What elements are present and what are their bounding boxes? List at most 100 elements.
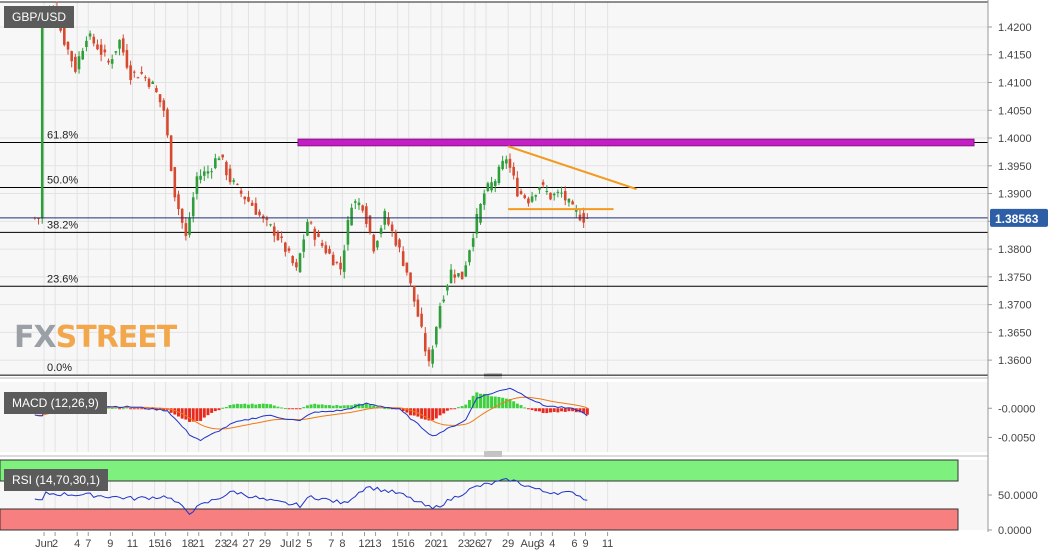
- macd-histogram-bar: [199, 408, 203, 421]
- candle-body: [306, 221, 309, 236]
- macd-histogram-bar: [556, 408, 560, 413]
- candle-body: [324, 245, 328, 254]
- candle-body: [228, 168, 232, 183]
- macd-histogram-bar: [294, 408, 298, 410]
- candle-body: [236, 183, 239, 185]
- candle-body: [438, 306, 442, 328]
- x-tick-label: 9: [582, 538, 588, 550]
- macd-histogram-bar: [239, 404, 243, 409]
- macd-histogram-bar: [280, 407, 284, 409]
- macd-histogram-bar: [578, 408, 582, 413]
- x-tick-label: 12: [358, 538, 370, 550]
- macd-histogram-bar: [324, 405, 328, 409]
- macd-histogram-bar: [173, 408, 177, 415]
- candle-body: [258, 211, 261, 216]
- candle-body: [206, 171, 210, 174]
- y-tick-label: 1.3750: [998, 272, 1032, 284]
- macd-histogram-bar: [140, 408, 144, 410]
- y-tick-label: 1.3950: [998, 161, 1032, 173]
- macd-histogram-bar: [169, 408, 173, 413]
- candle-body: [225, 161, 228, 176]
- x-tick-label: 16: [403, 538, 415, 550]
- x-tick-label: 5: [306, 538, 312, 550]
- macd-histogram-bar: [243, 403, 247, 409]
- candle-body: [427, 349, 431, 362]
- macd-histogram-bar: [125, 407, 129, 409]
- macd-histogram-bar: [420, 408, 424, 419]
- candle-body: [468, 250, 471, 263]
- candle-body: [295, 262, 298, 268]
- candle-body: [442, 299, 445, 302]
- macd-histogram-bar: [416, 408, 420, 417]
- candle-body: [136, 77, 140, 79]
- rsi-oversold-zone: [0, 508, 959, 531]
- macd-histogram-bar: [368, 404, 372, 409]
- candle-body: [250, 202, 254, 206]
- macd-histogram-bar: [118, 408, 122, 410]
- macd-histogram-bar: [195, 408, 199, 421]
- candle-body: [199, 175, 202, 180]
- macd-histogram-bar: [479, 393, 482, 409]
- macd-histogram-bar: [383, 408, 387, 410]
- macd-histogram-bar: [482, 393, 486, 409]
- macd-histogram-bar: [302, 407, 306, 409]
- x-tick-label: 20: [425, 538, 437, 550]
- candle-body: [129, 65, 132, 80]
- candle-body: [217, 158, 221, 161]
- macd-histogram-bar: [328, 405, 331, 409]
- macd-histogram-bar: [453, 408, 457, 410]
- candle-body: [398, 239, 401, 248]
- candle-body: [416, 299, 420, 317]
- macd-histogram-bar: [449, 408, 453, 410]
- candle-body: [169, 135, 173, 171]
- macd-histogram-bar: [508, 398, 512, 409]
- macd-histogram-bar: [232, 404, 236, 409]
- macd-histogram-bar: [427, 408, 431, 421]
- macd-tick-label: -0.0000: [998, 403, 1035, 415]
- macd-label: MACD (12,26,9): [4, 392, 107, 414]
- candle-body: [232, 180, 236, 182]
- candle-body: [387, 217, 390, 225]
- macd-histogram-bar: [549, 408, 552, 413]
- candle-body: [166, 109, 169, 136]
- x-tick-label: 3: [538, 538, 544, 550]
- macd-histogram-bar: [258, 404, 261, 409]
- macd-histogram-bar: [386, 408, 390, 410]
- y-tick-label: 1.4200: [998, 22, 1032, 34]
- candle-body: [376, 240, 379, 248]
- x-tick-label: Aug: [520, 538, 540, 550]
- candle-body: [70, 51, 73, 62]
- macd-histogram-bar: [250, 403, 254, 409]
- macd-histogram-bar: [162, 408, 166, 411]
- fxstreet-logo: FXSTREET: [14, 320, 177, 355]
- macd-histogram-bar: [309, 404, 313, 409]
- macd-histogram-bar: [475, 392, 479, 409]
- candle-body: [265, 218, 269, 220]
- candle-body: [501, 160, 504, 170]
- triangle-upper-line: [507, 145, 637, 191]
- macd-histogram-bar: [361, 404, 365, 409]
- macd-histogram-bar: [331, 405, 335, 409]
- y-tick-label: 1.3600: [998, 355, 1032, 367]
- macd-histogram-bar: [401, 408, 405, 412]
- candle-body: [99, 44, 103, 55]
- candle-body: [342, 250, 346, 272]
- x-tick-label: 15: [392, 538, 404, 550]
- macd-histogram-bar: [224, 407, 228, 409]
- candle-body: [272, 226, 276, 236]
- rsi-overbought-zone: [0, 459, 959, 482]
- candle-body: [188, 218, 191, 235]
- macd-histogram-bar: [235, 403, 239, 409]
- macd-histogram-bar: [563, 408, 567, 412]
- fib-level-label: 0.0%: [47, 362, 72, 374]
- candle-body: [446, 285, 449, 291]
- x-tick-label: 23: [458, 538, 470, 550]
- y-tick-label: 1.4000: [998, 133, 1032, 145]
- x-tick-label: 15: [148, 538, 160, 550]
- macd-histogram-bar: [512, 401, 516, 409]
- candle-body: [523, 195, 527, 199]
- macd-histogram-bar: [471, 395, 475, 409]
- candle-body: [431, 349, 434, 364]
- candle-body: [556, 191, 560, 193]
- macd-histogram-bar: [335, 404, 339, 409]
